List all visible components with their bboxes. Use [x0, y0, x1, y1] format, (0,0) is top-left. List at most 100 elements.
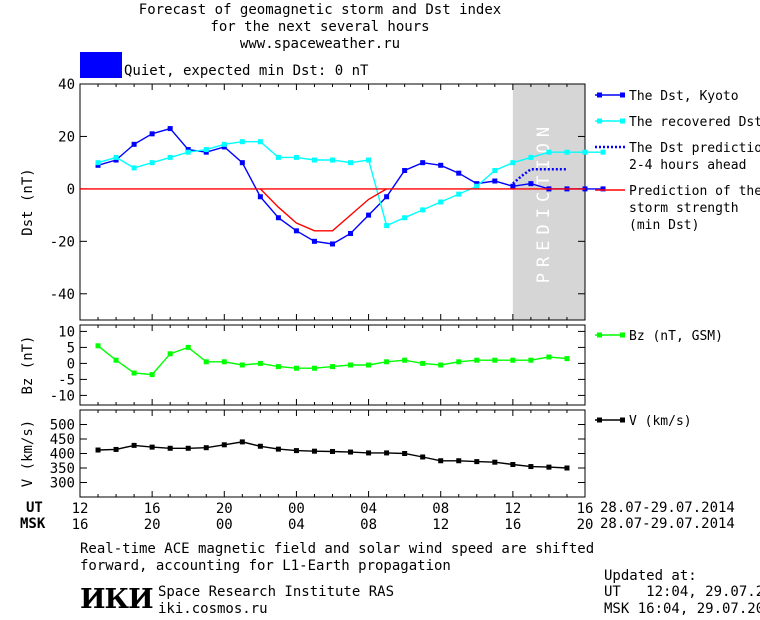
legend-bz-label: Bz (nT, GSM) [629, 329, 723, 344]
v-series-0-point-26 [564, 465, 570, 471]
updated-label: Updated at: [604, 568, 697, 584]
msk-tick-label: 04 [288, 517, 305, 533]
msk-tick-label: 08 [360, 517, 377, 533]
msk-axis-label: MSK [20, 516, 46, 532]
bz-series-0-point-22 [492, 357, 498, 363]
dst-series-0-point-12 [311, 238, 317, 244]
dst-series-1-point-10 [275, 154, 281, 160]
dst-series-0-point-11 [293, 228, 299, 234]
dst-series-1-point-18 [420, 207, 426, 213]
bz-series-0-point-4 [167, 351, 173, 357]
dst-series-1-point-26 [564, 149, 570, 155]
prediction-region [512, 84, 585, 320]
bz-series-0-point-24 [528, 357, 534, 363]
updated-msk: MSK 16:04, 29.07.2014 [604, 601, 760, 617]
msk-tick-label: 20 [577, 517, 594, 533]
dst-series-0-point-21 [474, 181, 480, 187]
dst-series-0-point-8 [239, 160, 245, 166]
dst-ytick-label: -20 [50, 234, 75, 250]
dst-series-1-point-21 [474, 183, 480, 189]
dst-series-1-point-13 [330, 157, 335, 163]
dst-series-1-point-20 [456, 191, 462, 197]
ut-tick-label: 20 [216, 501, 233, 517]
v-series-0-point-8 [239, 439, 245, 445]
v-series-0-point-9 [257, 443, 263, 449]
v-series-0-point-12 [311, 448, 317, 454]
legend-recovered-dst-marker [597, 118, 602, 124]
dst-series-0-point-6 [203, 149, 209, 155]
bz-series-0-point-26 [564, 356, 570, 362]
bz-series-0-point-1 [113, 357, 119, 363]
msk-tick-label: 16 [504, 517, 521, 533]
ut-axis-label: UT [26, 500, 43, 516]
status-text: Quiet, expected min Dst: 0 nT [124, 63, 369, 79]
dst-series-0-point-18 [420, 160, 426, 166]
msk-tick-label: 20 [144, 517, 161, 533]
dst-series-1-point-9 [257, 139, 263, 145]
dst-series-1-point-8 [239, 139, 245, 145]
dst-series-0-point-23 [510, 183, 516, 189]
dst-series-1-point-27 [582, 149, 588, 155]
v-series-0-point-3 [149, 444, 155, 450]
bz-series-0-point-13 [330, 364, 335, 370]
ut-tick-label: 04 [360, 501, 377, 517]
msk-tick-label: 12 [432, 517, 449, 533]
v-series-0-point-4 [167, 445, 173, 451]
dst-series-0-point-22 [492, 178, 498, 184]
dst-series-1-point-6 [203, 147, 209, 153]
bz-series-0-point-25 [546, 354, 552, 360]
dst-series-1-point-3 [149, 160, 155, 166]
dst-series-0-point-17 [402, 168, 408, 174]
legend-dst-prediction-label: The Dst prediction [629, 141, 760, 156]
v-series-0-point-18 [420, 454, 426, 460]
ut-tick-label: 12 [504, 501, 521, 517]
legend-v-label: V (km/s) [629, 414, 692, 429]
dst-series-0-point-28 [600, 186, 606, 192]
dst-series-0-point-5 [185, 147, 191, 153]
dst-series-1-point-28 [600, 149, 606, 155]
v-series-0-point-25 [546, 464, 552, 470]
dst-series-1-point-11 [293, 154, 299, 160]
dst-ytick-label: -40 [50, 287, 75, 303]
msk-tick-label: 00 [216, 517, 233, 533]
bz-series-0-point-7 [221, 359, 227, 365]
dst-series-1-point-0 [95, 160, 101, 166]
legend-recovered-dst-label: The recovered Dst [629, 115, 760, 130]
ut-date-range: 28.07-29.07.2014 [600, 500, 735, 516]
dst-series-1-point-25 [546, 149, 552, 155]
bz-series-0-point-3 [149, 372, 155, 378]
dst-series-1-point-17 [402, 215, 408, 221]
v-series-0-point-14 [348, 449, 354, 455]
bz-series-0-point-15 [366, 362, 372, 368]
v-ytick-label: 300 [50, 476, 75, 492]
dst-series-0-point-7 [221, 144, 227, 150]
legend-dst-kyoto-marker [620, 92, 625, 98]
legend-storm-strength-label: Prediction of the [629, 184, 760, 199]
prediction-label: PREDICTION [534, 121, 554, 283]
v-series-0-point-6 [203, 445, 209, 451]
institute-name: Space Research Institute RAS [158, 584, 395, 600]
dst-ytick-label: 20 [58, 129, 75, 145]
dst-series-0-point-20 [456, 170, 462, 176]
dst-ytick-label: 0 [67, 182, 75, 198]
dst-series-0-point-3 [149, 131, 155, 137]
chart-title-line-1: Forecast of geomagnetic storm and Dst in… [138, 2, 502, 18]
bz-series-0-point-12 [311, 365, 317, 371]
dst-ylabel: Dst (nT) [20, 168, 36, 235]
chart-title-url: www.spaceweather.ru [239, 36, 401, 52]
legend-bz-marker [597, 332, 602, 338]
dst-series-0-point-24 [528, 181, 534, 187]
legend-v-marker [597, 417, 602, 423]
bz-series-0-point-17 [402, 357, 408, 363]
legend-dst-kyoto-marker [597, 92, 602, 98]
ut-tick-label: 08 [432, 501, 449, 517]
dst-series-0-point-14 [348, 230, 354, 236]
legend-storm-strength-label: storm strength [629, 201, 739, 216]
dst-series-1-point-14 [348, 160, 354, 166]
bz-ytick-label: 10 [58, 324, 75, 340]
v-series-0-point-13 [330, 448, 335, 454]
legend-recovered-dst-marker [620, 118, 625, 124]
v-series-0-point-17 [402, 451, 408, 456]
ut-tick-label: 16 [577, 501, 594, 517]
dst-series-0-point-9 [257, 194, 263, 200]
